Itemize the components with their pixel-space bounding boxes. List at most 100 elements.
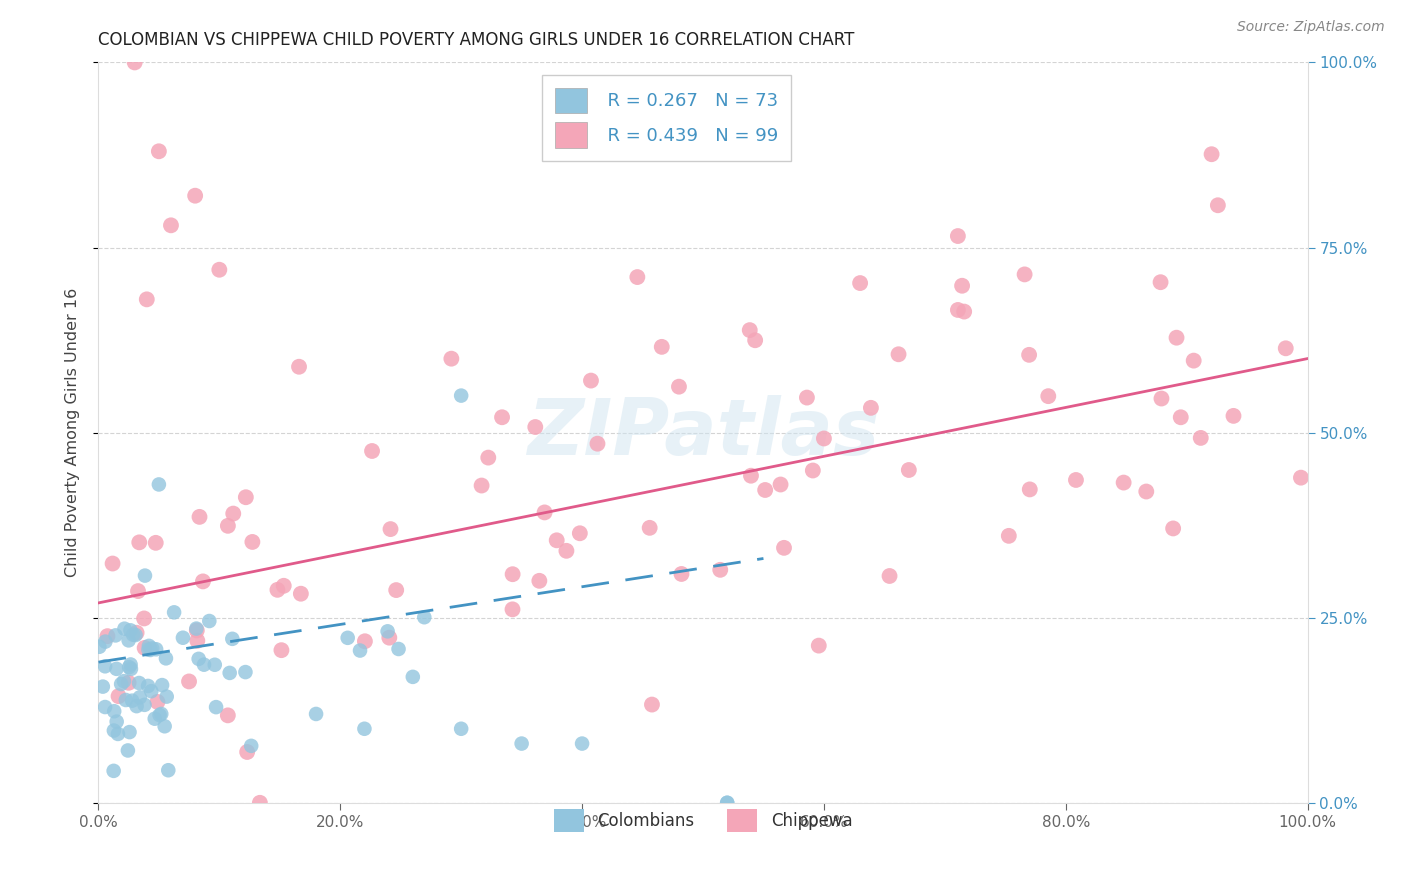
- Point: [217, 518, 239, 533]
- Point: [117, 675, 139, 690]
- Point: [773, 541, 796, 555]
- Point: [177, 674, 200, 689]
- Point: [859, 401, 882, 415]
- Point: [579, 374, 602, 388]
- Point: [1038, 389, 1060, 403]
- Point: [1274, 341, 1296, 355]
- Point: [385, 583, 408, 598]
- Point: [118, 725, 141, 739]
- Point: [128, 535, 150, 549]
- Point: [193, 657, 215, 672]
- Point: [187, 652, 209, 666]
- Point: [377, 624, 399, 639]
- Point: [897, 463, 920, 477]
- Point: [491, 410, 513, 425]
- Point: [134, 568, 156, 582]
- Point: [402, 670, 425, 684]
- Point: [163, 605, 186, 619]
- Point: [638, 521, 661, 535]
- Point: [1289, 470, 1312, 484]
- Point: [139, 643, 162, 657]
- Point: [118, 660, 141, 674]
- Point: [887, 347, 910, 361]
- Point: [191, 574, 214, 589]
- Point: [188, 509, 211, 524]
- Point: [668, 379, 690, 393]
- Point: [115, 693, 138, 707]
- Point: [105, 714, 128, 729]
- Point: [122, 628, 145, 642]
- Point: [208, 262, 231, 277]
- Point: [801, 463, 824, 477]
- Point: [1189, 431, 1212, 445]
- Point: [555, 544, 578, 558]
- Point: [1064, 473, 1087, 487]
- Point: [240, 739, 263, 753]
- Point: [148, 477, 170, 491]
- Point: [157, 763, 180, 777]
- Point: [145, 642, 167, 657]
- Point: [155, 651, 177, 665]
- Point: [336, 631, 359, 645]
- Point: [1149, 275, 1171, 289]
- Point: [235, 490, 257, 504]
- Point: [153, 719, 176, 733]
- Point: [120, 657, 142, 672]
- Point: [103, 764, 125, 778]
- Point: [586, 436, 609, 450]
- Point: [114, 622, 136, 636]
- Point: [1206, 198, 1229, 212]
- Point: [134, 698, 156, 712]
- Point: [96, 629, 118, 643]
- Point: [1150, 392, 1173, 406]
- Point: [626, 270, 648, 285]
- Point: [502, 567, 524, 582]
- Point: [198, 614, 221, 628]
- Point: [221, 632, 243, 646]
- Point: [1170, 410, 1192, 425]
- Point: [440, 351, 463, 366]
- Point: [477, 450, 499, 465]
- Point: [568, 526, 591, 541]
- Point: [135, 293, 157, 307]
- Y-axis label: Child Poverty Among Girls Under 16: Child Poverty Among Girls Under 16: [65, 288, 80, 577]
- Point: [471, 478, 494, 492]
- Point: [273, 579, 295, 593]
- Legend: Colombians, Chippewa: Colombians, Chippewa: [547, 802, 859, 838]
- Point: [1014, 268, 1036, 282]
- Point: [141, 641, 163, 656]
- Point: [94, 634, 117, 648]
- Point: [1018, 348, 1040, 362]
- Point: [502, 602, 524, 616]
- Point: [104, 628, 127, 642]
- Point: [1161, 521, 1184, 535]
- Point: [1222, 409, 1244, 423]
- Point: [671, 566, 693, 581]
- Point: [103, 704, 125, 718]
- Point: [128, 690, 150, 705]
- Point: [533, 505, 555, 519]
- Point: [249, 796, 271, 810]
- Point: [146, 695, 169, 709]
- Text: ZIPatlas: ZIPatlas: [527, 394, 879, 471]
- Point: [184, 188, 207, 202]
- Point: [148, 708, 170, 723]
- Point: [101, 557, 124, 571]
- Point: [218, 665, 240, 680]
- Point: [387, 642, 409, 657]
- Point: [510, 737, 533, 751]
- Point: [138, 639, 160, 653]
- Point: [1166, 331, 1188, 345]
- Point: [112, 674, 135, 689]
- Text: Source: ZipAtlas.com: Source: ZipAtlas.com: [1237, 20, 1385, 34]
- Point: [946, 229, 969, 244]
- Point: [172, 631, 194, 645]
- Point: [94, 659, 117, 673]
- Point: [378, 631, 401, 645]
- Point: [117, 743, 139, 757]
- Point: [94, 700, 117, 714]
- Point: [125, 625, 148, 640]
- Point: [807, 639, 830, 653]
- Point: [150, 678, 173, 692]
- Point: [138, 642, 160, 657]
